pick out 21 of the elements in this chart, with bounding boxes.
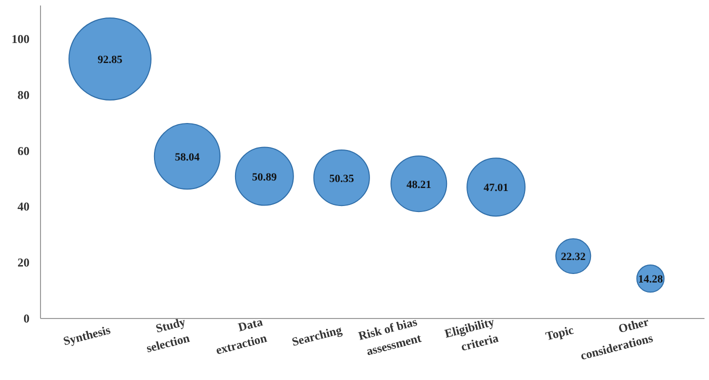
data-label: 50.89: [252, 171, 278, 184]
data-label: 92.85: [98, 54, 123, 66]
y-tick-label: 0: [24, 312, 30, 326]
data-label: 47.01: [484, 182, 508, 194]
y-tick-label: 40: [18, 200, 30, 214]
y-tick-label: 80: [18, 88, 30, 102]
y-tick-label: 60: [18, 144, 30, 158]
data-label: 22.32: [560, 251, 586, 264]
y-tick-label: 20: [18, 256, 30, 270]
x-tick-label: Topic: [544, 322, 576, 344]
data-label: 50.35: [329, 172, 354, 185]
x-tick-label: Searching: [290, 322, 344, 349]
y-tick-label: 100: [12, 32, 30, 46]
data-label: 48.21: [406, 178, 432, 191]
x-tick-label: Synthesis: [62, 322, 112, 348]
x-tick-label: Data extraction: [214, 314, 269, 358]
x-tick-label: Eligibility criteria: [443, 314, 500, 354]
data-label: 14.28: [638, 274, 664, 286]
x-tick-label: Study selection: [144, 314, 192, 356]
data-label: 58.04: [174, 151, 200, 164]
x-tick-label: Risk of bias assessment: [356, 314, 423, 358]
